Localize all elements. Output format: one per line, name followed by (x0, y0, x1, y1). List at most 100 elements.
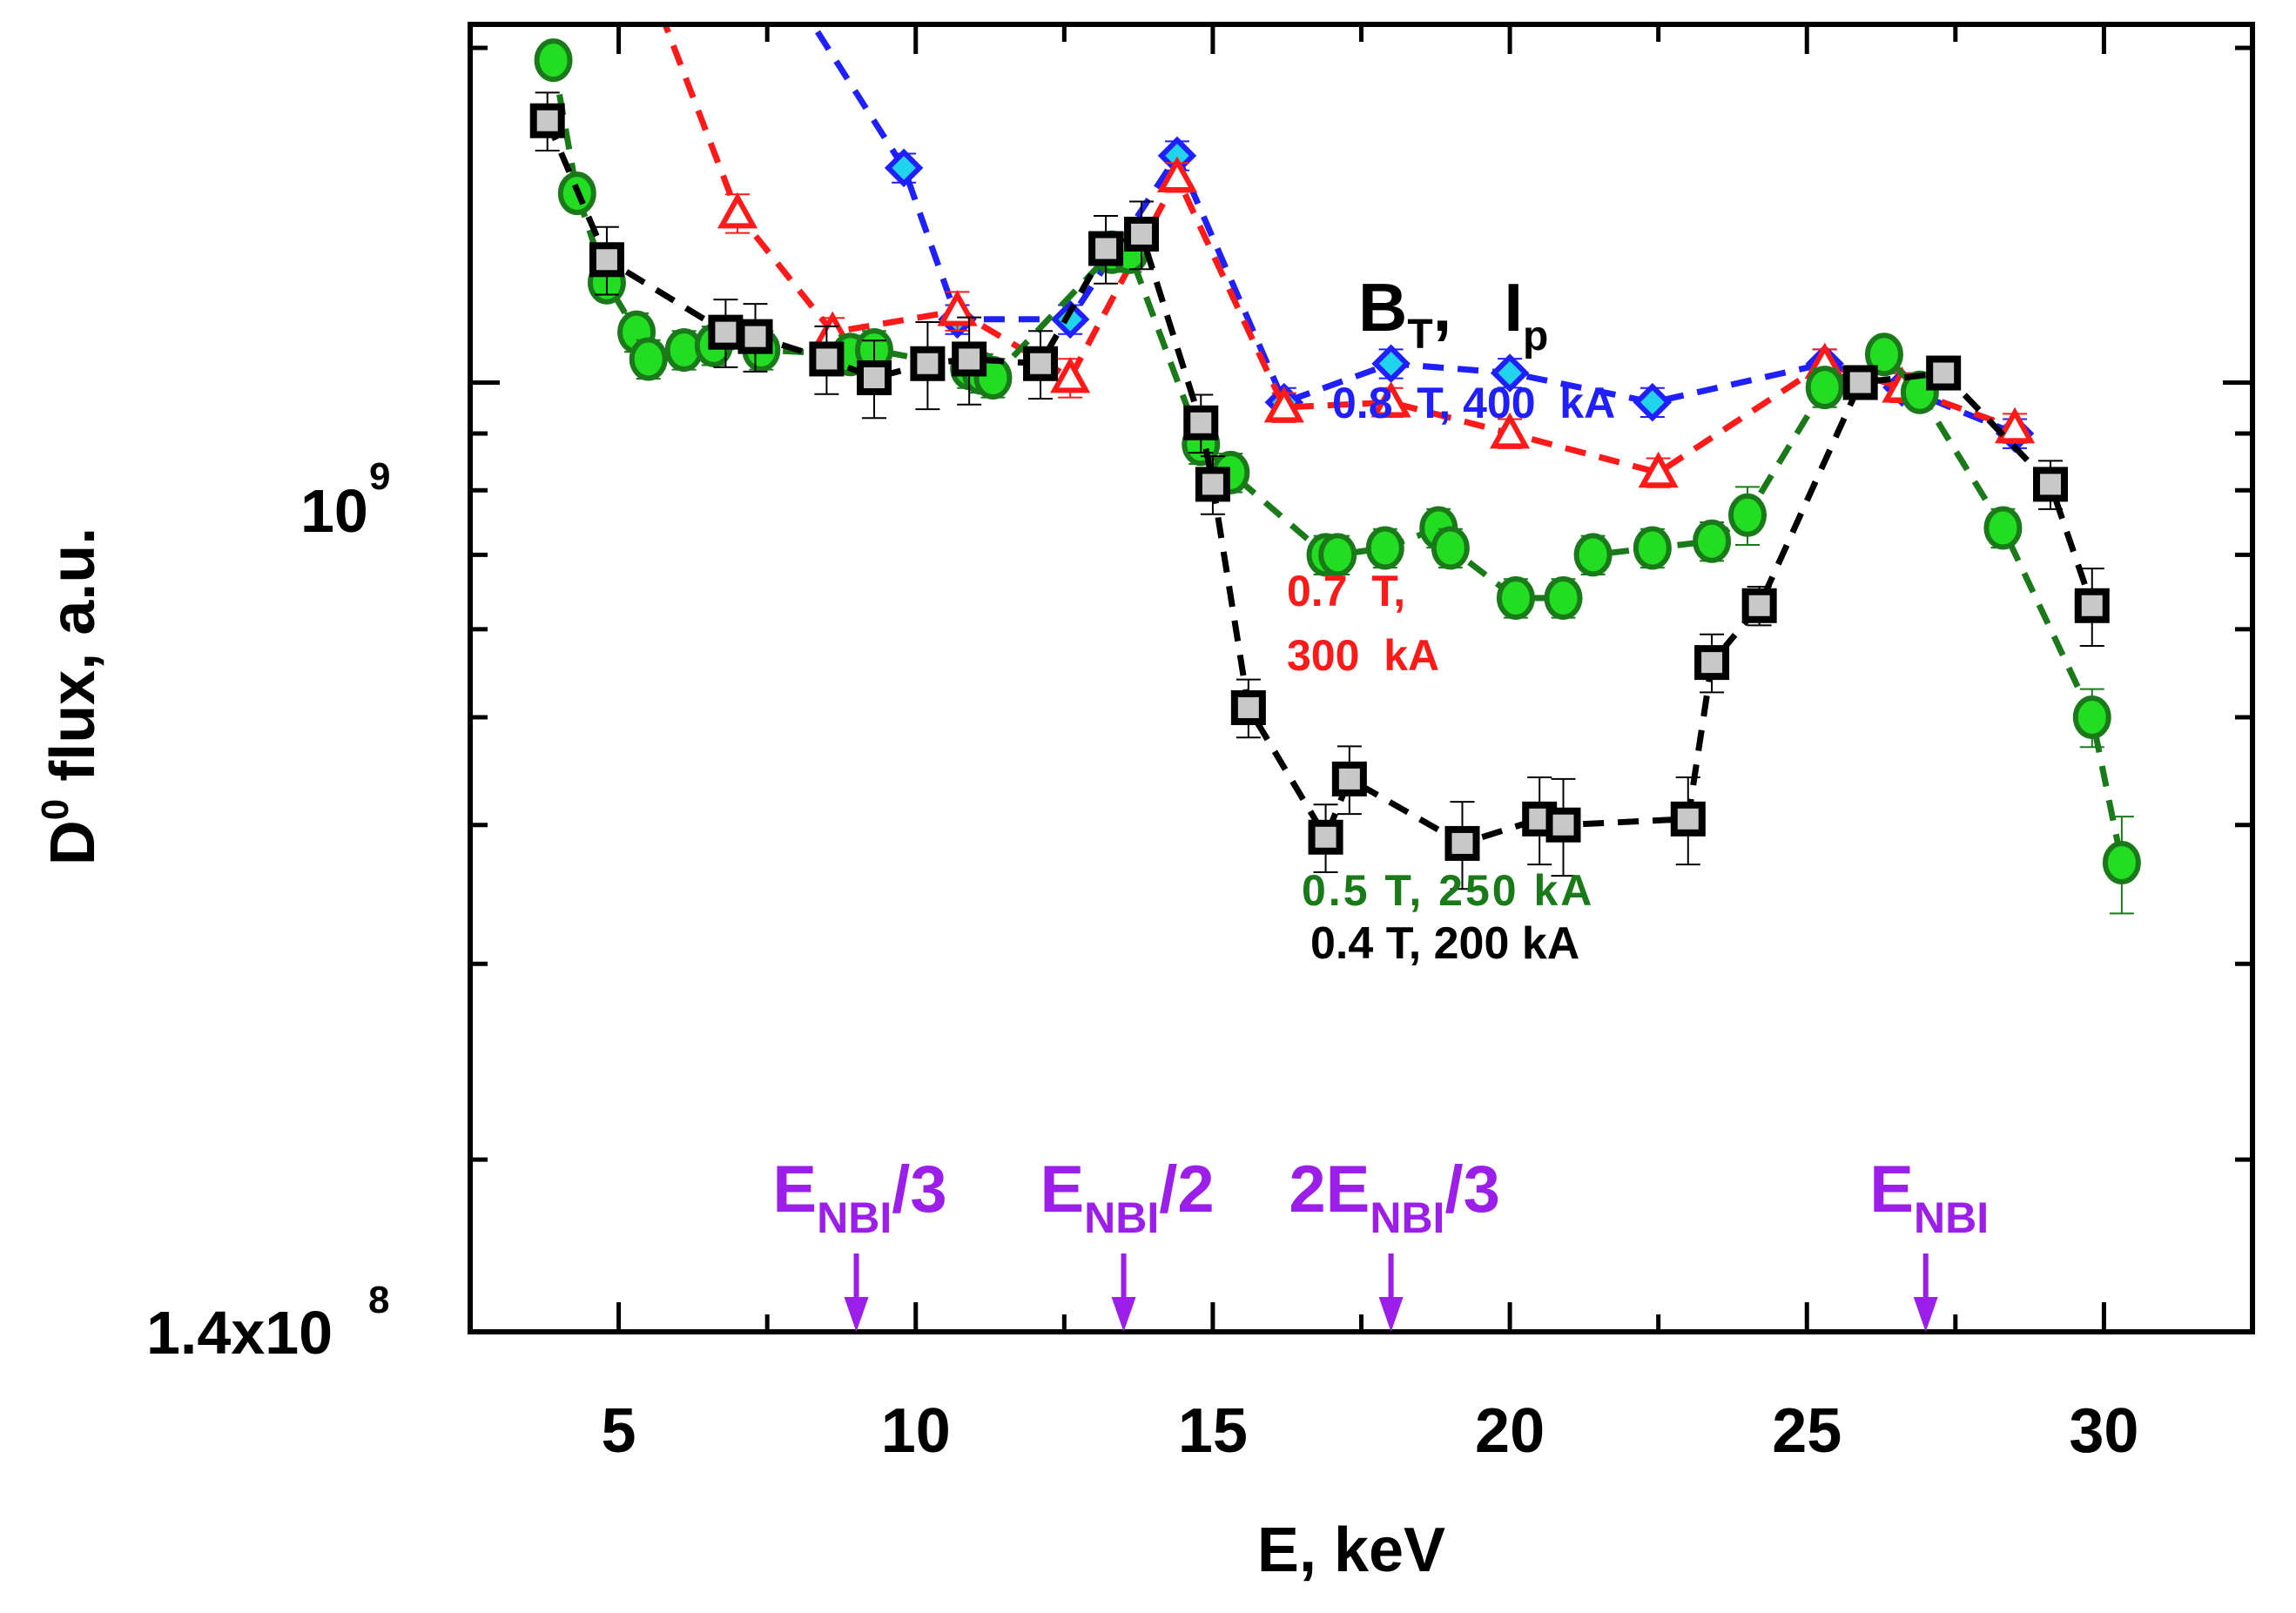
data-point (1023, 346, 1059, 381)
data-point (1195, 467, 1230, 502)
data-point (1444, 825, 1480, 861)
nbi-label-sub: NBI (1914, 1193, 1989, 1242)
data-point (1370, 380, 1411, 418)
data-point (1230, 689, 1266, 725)
y-axis-label-d: D (38, 820, 108, 865)
data-point (1496, 576, 1535, 621)
series-label-0.5T: 0.5 T, 250 kA (1302, 866, 1594, 915)
nbi-annotation: ENBI/3 (772, 1153, 947, 1332)
arrow-head-icon (1913, 1297, 1938, 1332)
series-square (529, 91, 2110, 891)
x-tick-labels: 5 10 15 20 25 30 (602, 1396, 2139, 1466)
nbi-label: ENBI/3 (772, 1153, 946, 1242)
x-axis-label: E, keV (1257, 1516, 1445, 1585)
y-tick-label-1.4e8: 1.4x10 8 (146, 1279, 389, 1367)
y-axis-label-rest: flux, a.u. (38, 528, 108, 799)
data-point (1050, 299, 1090, 339)
nbi-annotation: 2ENBI/3 (1289, 1153, 1500, 1332)
data-point (1544, 576, 1583, 621)
x-tick-label: 25 (1772, 1396, 1842, 1466)
data-point (529, 103, 565, 138)
data-point (589, 242, 624, 278)
series-label-0.7T-line2: 300 kA (1287, 631, 1439, 680)
series-layer (529, 24, 2141, 915)
data-point (809, 341, 845, 377)
data-point (952, 341, 987, 377)
arrow-head-icon (844, 1297, 869, 1332)
legend-title-i: I (1504, 269, 1523, 346)
nbi-label-pre: 2E (1289, 1153, 1370, 1227)
arrow-head-icon (1378, 1297, 1404, 1332)
nbi-label: ENBI (1869, 1153, 1989, 1242)
data-point (1371, 344, 1411, 383)
y-tick-label-1.4e8-exp: 8 (368, 1279, 389, 1321)
data-point (1490, 353, 1530, 393)
nbi-label-post: /2 (1159, 1153, 1214, 1227)
data-point (2072, 695, 2111, 739)
data-point (737, 319, 773, 354)
data-point (1842, 365, 1878, 400)
data-point (1670, 801, 1706, 837)
nbi-label-pre: E (772, 1153, 817, 1227)
x-tick-label: 5 (602, 1396, 636, 1466)
series-label-0.4T: 0.4 T, 200 kA (1310, 918, 1579, 969)
y-tick-label-1e9-exp: 9 (369, 455, 390, 498)
series-label-0.7T-line1: 0.7 T, (1287, 567, 1405, 615)
data-point (1573, 533, 1613, 577)
data-point (1693, 519, 1732, 563)
data-point (629, 337, 668, 381)
data-point (717, 192, 758, 229)
series-label-0.8T: 0.8 T, 400 kA (1332, 379, 1615, 427)
data-point (1805, 366, 1844, 410)
y-tick-label-1e9: 10 9 (300, 455, 390, 545)
y-axis-label-sup: 0 (34, 799, 77, 820)
data-point (1050, 356, 1091, 393)
legend-title-comma: , (1433, 269, 1452, 346)
data-point (1124, 216, 1160, 252)
nbi-annotations: ENBI/3 ENBI/2 2ENBI/3 ENBI (772, 1153, 1989, 1332)
data-point (1633, 382, 1673, 422)
data-point (1638, 451, 1679, 488)
nbi-label-pre: E (1040, 1153, 1084, 1227)
nbi-label-pre: E (1869, 1153, 1914, 1227)
legend-title-b: B (1358, 269, 1407, 346)
data-point (884, 148, 924, 188)
nbi-annotation: ENBI (1869, 1153, 1989, 1332)
data-point (1489, 412, 1531, 449)
y-axis-label: D0 flux, a.u. (34, 528, 108, 866)
legend-title-i-sub: p (1523, 313, 1548, 360)
nbi-label: 2ENBI/3 (1289, 1153, 1499, 1242)
data-point (1545, 807, 1581, 843)
arrow-head-icon (1111, 1297, 1136, 1332)
x-tick-label: 15 (1178, 1396, 1248, 1466)
data-point (856, 360, 892, 395)
data-point (1864, 333, 1903, 377)
data-point (534, 38, 573, 83)
data-point (1318, 533, 1357, 577)
nbi-label-post: /3 (1444, 1153, 1499, 1227)
data-point (1088, 231, 1124, 266)
legend-title: BT, Ip (1358, 269, 1548, 360)
data-point (708, 314, 744, 350)
data-point (1183, 405, 1219, 440)
nbi-label-sub: NBI (1084, 1193, 1159, 1242)
data-point (2074, 588, 2110, 623)
data-point (1994, 407, 2036, 444)
data-point (2102, 840, 2141, 884)
data-point (1983, 506, 2023, 550)
data-point (1308, 819, 1343, 855)
data-point (1728, 493, 1767, 537)
y-tick-label-1e9-base: 10 (300, 477, 368, 545)
x-tick-label: 10 (881, 1396, 951, 1466)
x-tick-label: 20 (1475, 1396, 1545, 1466)
y-tick-label-1.4e8-base: 1.4x10 (146, 1299, 333, 1367)
data-point (1331, 761, 1367, 796)
data-point (1633, 526, 1672, 570)
axis-ticks (470, 24, 2252, 1332)
data-point (1365, 526, 1404, 570)
data-point (1926, 355, 1962, 391)
data-point (1431, 526, 1470, 570)
nbi-label-post: /3 (892, 1153, 946, 1227)
nbi-label-sub: NBI (1370, 1193, 1444, 1242)
